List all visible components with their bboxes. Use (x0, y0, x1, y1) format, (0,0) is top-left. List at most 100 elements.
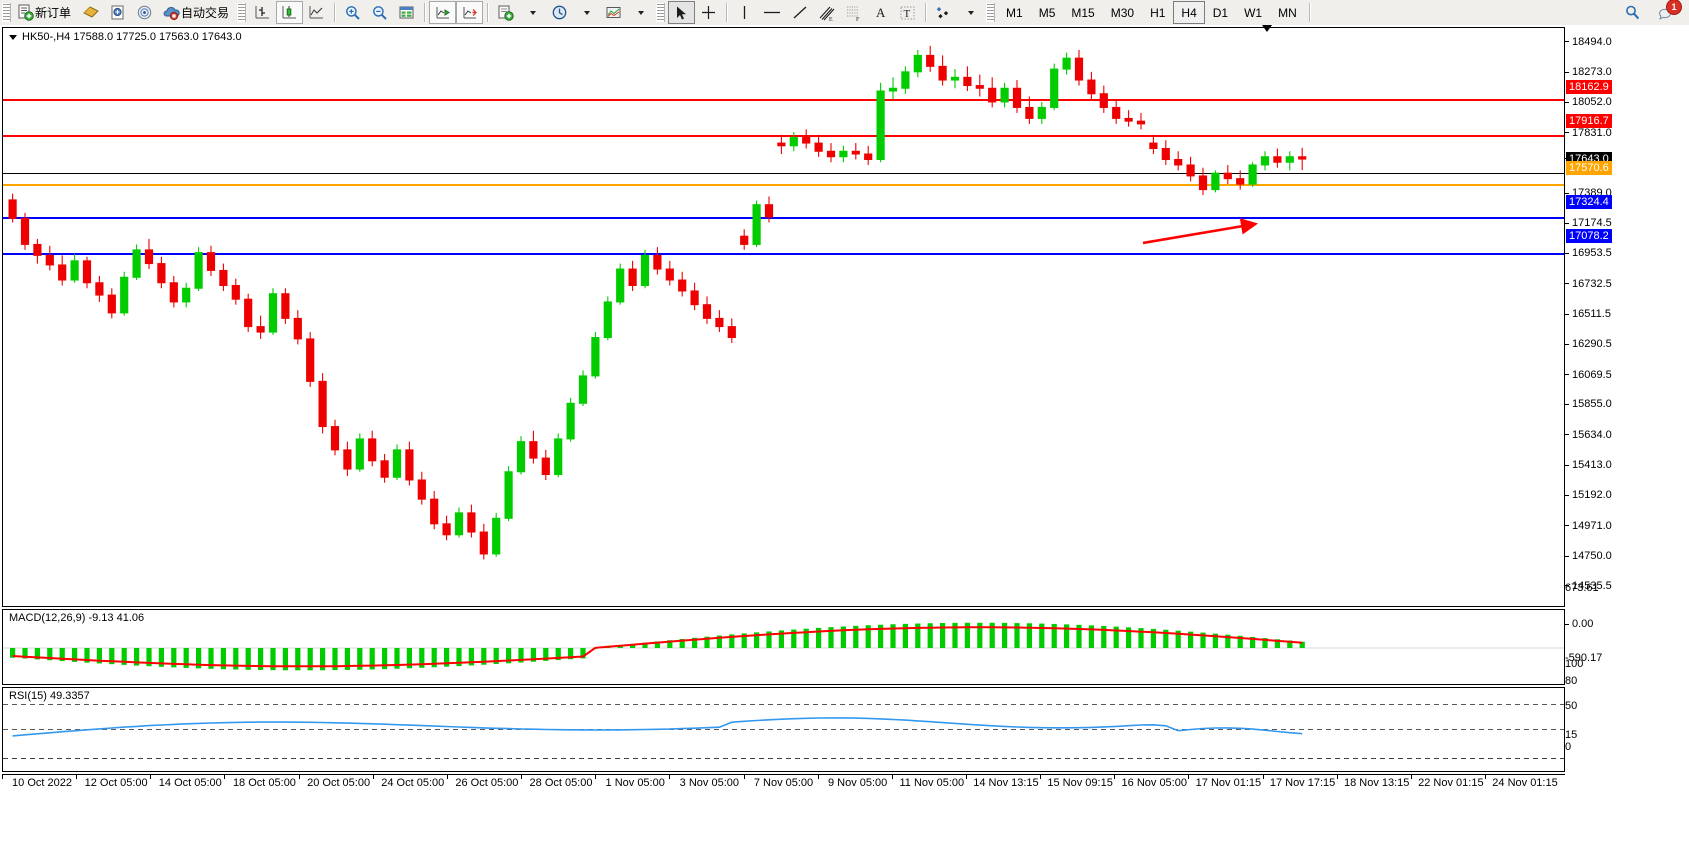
shapes-dropdown[interactable] (957, 1, 984, 24)
time-axis-tick: 14 Oct 05:00 (158, 777, 222, 789)
macd-indicator-label[interactable]: MACD(12,26,9) -9.13 41.06 (7, 612, 147, 624)
horizontal-line-button[interactable] (758, 1, 786, 24)
new-order-button[interactable]: 新订单 (14, 1, 77, 24)
cursor-button[interactable] (668, 1, 696, 24)
zoom-out-button[interactable] (366, 1, 393, 24)
chevron-down-icon[interactable] (9, 34, 17, 40)
price-level-line-resistance-1[interactable] (3, 99, 1564, 101)
text-box-button[interactable]: T (894, 1, 921, 24)
trendline-button[interactable] (786, 1, 813, 24)
candle-body (938, 65, 947, 81)
equidistant-channel-button[interactable]: E (813, 1, 840, 24)
alerts-button[interactable]: 1 (1652, 0, 1682, 24)
candle-body (1298, 156, 1307, 160)
macd-histogram-bar (1088, 625, 1094, 648)
add-indicator-button[interactable] (492, 1, 519, 24)
toolbar-grip-3[interactable] (656, 3, 666, 22)
indicators-button[interactable] (77, 1, 104, 24)
crosshair-button[interactable] (695, 1, 722, 24)
price-label-bid-price[interactable]: 17570.6 (1566, 161, 1612, 176)
time-axis-tick: 20 Oct 05:00 (307, 777, 371, 789)
candle-body (616, 268, 625, 303)
price-level-line-support-1[interactable] (3, 217, 1564, 219)
fibonacci-button[interactable]: F (840, 1, 867, 24)
time-axis-separator (298, 774, 300, 779)
rsi-indicator-label[interactable]: RSI(15) 49.3357 (7, 690, 92, 702)
price-label-support-1[interactable]: 17324.4 (1566, 195, 1612, 210)
chart-area[interactable]: HK50-,H4 17588.0 17725.0 17563.0 17643.0… (0, 25, 1689, 862)
time-axis[interactable]: 10 Oct 2022 12 Oct 05:00 14 Oct 05:00 18 Oc… (2, 774, 1565, 797)
candle-body (740, 235, 749, 245)
macd-histogram-bar (332, 648, 338, 671)
candlestick-chart-button[interactable] (276, 1, 304, 24)
auto-scroll-button[interactable] (456, 1, 484, 24)
time-axis-separator (743, 774, 745, 779)
toolbar-grip[interactable] (2, 3, 11, 22)
timeframe-w1[interactable]: W1 (1244, 5, 1263, 20)
time-axis-tick: 24 Oct 05:00 (381, 777, 445, 789)
price-pane[interactable]: HK50-,H4 17588.0 17725.0 17563.0 17643.0 (2, 27, 1565, 607)
macd-histogram-bar (1002, 622, 1008, 648)
period-button[interactable] (546, 1, 573, 24)
toolbar-grip-2[interactable] (237, 3, 247, 22)
macd-histogram-bar (952, 622, 958, 648)
price-axis-tick: 17174.5 (1565, 217, 1612, 229)
data-window-button[interactable] (393, 1, 420, 24)
price-label-resistance-2[interactable]: 17916.7 (1566, 113, 1612, 128)
timeframe-m5[interactable]: M5 (1038, 5, 1056, 20)
templates-button[interactable] (600, 1, 627, 24)
candle-body (1112, 106, 1121, 119)
svg-text:F: F (856, 17, 860, 22)
zoom-in-button[interactable] (339, 1, 366, 24)
price-label-resistance-1[interactable]: 18162.9 (1566, 80, 1612, 95)
macd-histogram-bar (1113, 626, 1119, 648)
macd-histogram-bar (642, 642, 648, 648)
symbol-info-bar[interactable]: HK50-,H4 17588.0 17725.0 17563.0 17643.0 (7, 31, 244, 43)
timeframe-m1[interactable]: M1 (1006, 5, 1023, 20)
candle-body (789, 137, 798, 147)
candle-body (901, 71, 910, 89)
time-axis-separator (1485, 774, 1486, 779)
expert-advisor-button[interactable] (104, 1, 131, 24)
autotrading-button[interactable]: 自动交易 (158, 1, 235, 24)
bar-chart-button[interactable] (249, 1, 276, 24)
vertical-line-button[interactable] (731, 1, 758, 24)
timeframe-h4[interactable]: H4 (1173, 1, 1205, 24)
rsi-axis-tick: 80 (1565, 674, 1578, 687)
templates-dropdown[interactable] (627, 1, 654, 24)
timeframe-m30[interactable]: M30 (1110, 5, 1135, 20)
shapes-button[interactable] (930, 1, 957, 24)
price-axis[interactable]: 18494.018273.018052.017831.017643.017389… (1565, 27, 1687, 772)
price-level-line-resistance-2[interactable] (3, 135, 1564, 137)
macd-histogram-bar (1051, 623, 1057, 648)
text-label-button[interactable]: A (867, 1, 894, 24)
line-chart-button[interactable] (303, 1, 330, 24)
candle-body (1174, 158, 1183, 166)
candle-body (82, 260, 92, 284)
chevron-down-icon (583, 10, 590, 15)
signals-button[interactable] (131, 1, 158, 24)
search-button[interactable] (1619, 1, 1646, 24)
timeframe-mn[interactable]: MN (1278, 5, 1297, 20)
toolbar-separator-1 (334, 3, 336, 22)
macd-pane[interactable]: MACD(12,26,9) -9.13 41.06 (2, 609, 1565, 685)
time-axis-separator (521, 774, 523, 779)
main-toolbar[interactable]: 新订单 自动交易 (0, 0, 1689, 26)
price-axis-tick: 16290.5 (1565, 338, 1612, 350)
timeframe-d1[interactable]: D1 (1212, 5, 1229, 20)
rsi-pane[interactable]: RSI(15) 49.3357 (2, 687, 1565, 772)
candle-body (8, 199, 17, 219)
chart-shift-button[interactable] (429, 1, 457, 24)
toolbar-grip-4[interactable] (986, 3, 996, 22)
time-axis-separator (1262, 774, 1264, 779)
bullish-arrow-annotation[interactable] (3, 28, 1564, 606)
price-level-line-support-2[interactable] (3, 253, 1564, 255)
price-level-line-bid[interactable] (3, 184, 1564, 186)
timeframe-m15[interactable]: M15 (1071, 5, 1095, 20)
add-indicator-dropdown[interactable] (519, 1, 546, 24)
price-label-support-2[interactable]: 17078.2 (1566, 229, 1612, 244)
period-dropdown[interactable] (573, 1, 600, 24)
macd-histogram-bar (716, 635, 722, 648)
candle-body (566, 402, 575, 440)
timeframe-h1[interactable]: H1 (1150, 5, 1166, 20)
